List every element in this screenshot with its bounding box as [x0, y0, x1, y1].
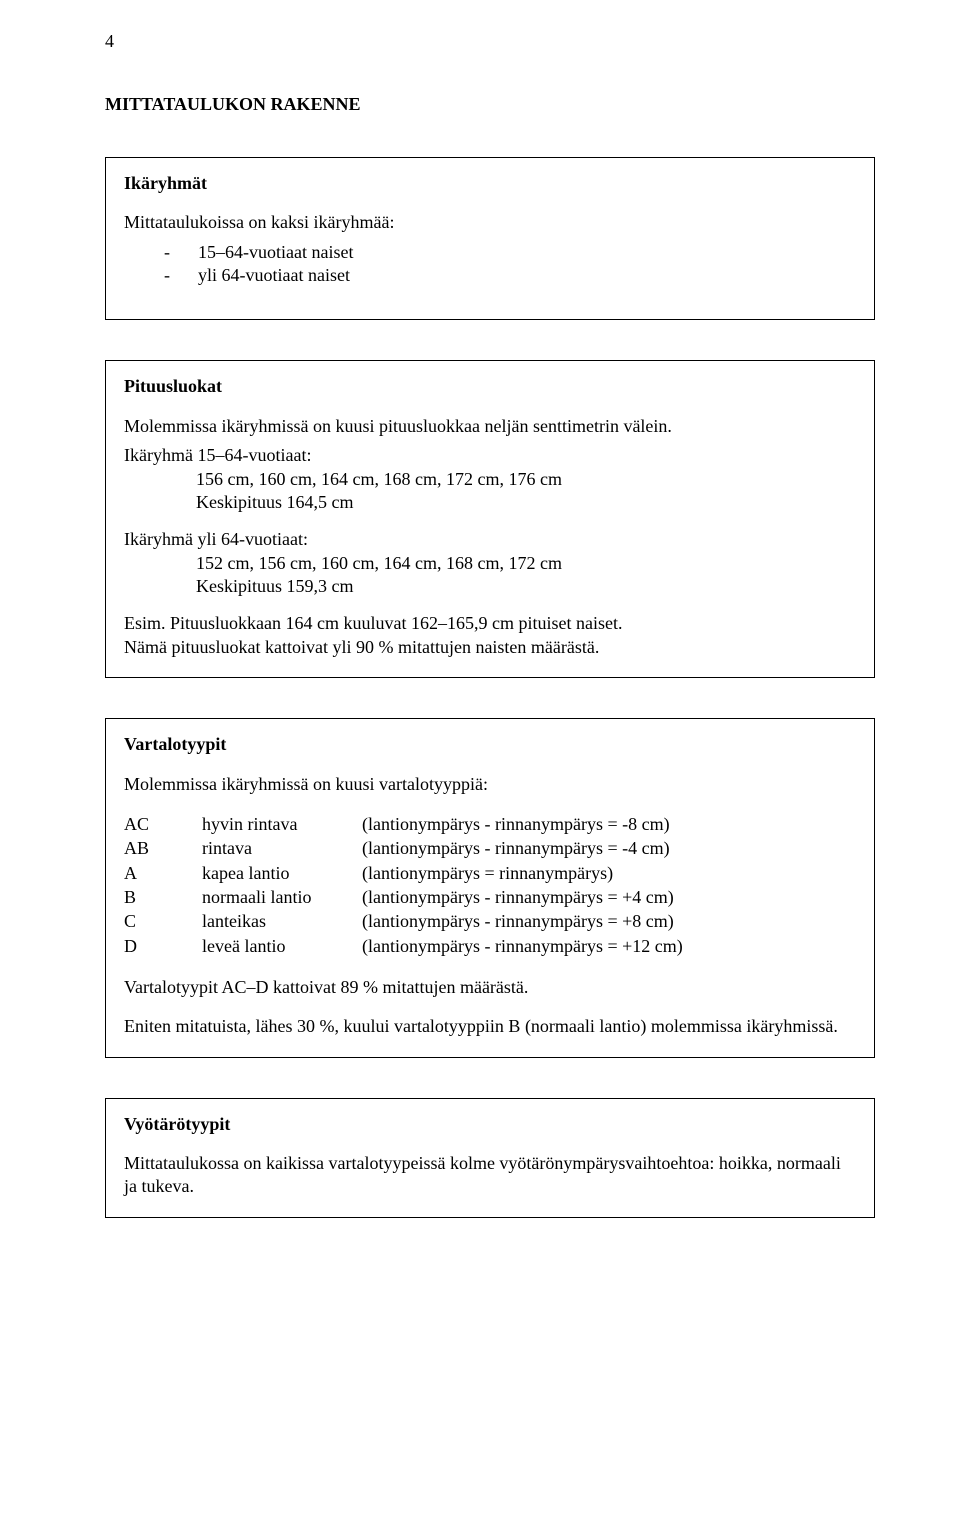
box1-item-text: yli 64-vuotiaat naiset [198, 264, 350, 287]
type-desc: (lantionympärys - rinnanympärys = -4 cm) [362, 836, 683, 860]
type-name: rintava [202, 836, 362, 860]
table-row: A kapea lantio (lantionympärys = rinnany… [124, 861, 683, 885]
type-code: A [124, 861, 202, 885]
dash-icon: - [164, 264, 174, 287]
box2-note1: Esim. Pituusluokkaan 164 cm kuuluvat 162… [124, 612, 856, 635]
type-desc: (lantionympärys - rinnanympärys = -8 cm) [362, 812, 683, 836]
box2-group1-values: 156 cm, 160 cm, 164 cm, 168 cm, 172 cm, … [196, 468, 856, 491]
type-desc: (lantionympärys - rinnanympärys = +12 cm… [362, 934, 683, 958]
box2-note2: Nämä pituusluokat kattoivat yli 90 % mit… [124, 636, 856, 659]
table-row: AC hyvin rintava (lantionympärys - rinna… [124, 812, 683, 836]
box4-heading: Vyötärötyypit [124, 1113, 856, 1136]
type-code: C [124, 909, 202, 933]
box2-group2-label: Ikäryhmä yli 64-vuotiaat: [124, 528, 856, 551]
box2-heading: Pituusluokat [124, 375, 856, 398]
table-row: C lanteikas (lantionympärys - rinnanympä… [124, 909, 683, 933]
box3-heading: Vartalotyypit [124, 733, 856, 756]
table-row: AB rintava (lantionympärys - rinnanympär… [124, 836, 683, 860]
box2-intro: Molemmissa ikäryhmissä on kuusi pituuslu… [124, 415, 856, 438]
type-code: B [124, 885, 202, 909]
table-row: B normaali lantio (lantionympärys - rinn… [124, 885, 683, 909]
type-desc: (lantionympärys = rinnanympärys) [362, 861, 683, 885]
box-waist-types: Vyötärötyypit Mittataulukossa on kaikiss… [105, 1098, 875, 1218]
box1-heading: Ikäryhmät [124, 172, 856, 195]
box1-list: - 15–64-vuotiaat naiset - yli 64-vuotiaa… [164, 241, 856, 288]
type-name: hyvin rintava [202, 812, 362, 836]
box-age-groups: Ikäryhmät Mittataulukoissa on kaksi ikär… [105, 157, 875, 321]
type-name: lanteikas [202, 909, 362, 933]
box3-summary2: Eniten mitatuista, lähes 30 %, kuului va… [124, 1015, 856, 1038]
box-height-classes: Pituusluokat Molemmissa ikäryhmissä on k… [105, 360, 875, 678]
box-body-types: Vartalotyypit Molemmissa ikäryhmissä on … [105, 718, 875, 1057]
type-code: AC [124, 812, 202, 836]
type-name: normaali lantio [202, 885, 362, 909]
box4-text: Mittataulukossa on kaikissa vartalotyype… [124, 1152, 856, 1199]
box3-type-table: AC hyvin rintava (lantionympärys - rinna… [124, 812, 683, 958]
page-number: 4 [105, 30, 875, 53]
table-row: D leveä lantio (lantionympärys - rinnany… [124, 934, 683, 958]
box2-group2-avg: Keskipituus 159,3 cm [196, 575, 856, 598]
box3-summary1: Vartalotyypit AC–D kattoivat 89 % mitatt… [124, 976, 856, 999]
type-desc: (lantionympärys - rinnanympärys = +4 cm) [362, 885, 683, 909]
box2-group1: Ikäryhmä 15–64-vuotiaat: 156 cm, 160 cm,… [124, 444, 856, 514]
type-name: kapea lantio [202, 861, 362, 885]
box2-group2-values: 152 cm, 156 cm, 160 cm, 164 cm, 168 cm, … [196, 552, 856, 575]
box2-group1-label: Ikäryhmä 15–64-vuotiaat: [124, 444, 856, 467]
type-code: D [124, 934, 202, 958]
type-desc: (lantionympärys - rinnanympärys = +8 cm) [362, 909, 683, 933]
box2-group2: Ikäryhmä yli 64-vuotiaat: 152 cm, 156 cm… [124, 528, 856, 598]
box1-item: - 15–64-vuotiaat naiset [164, 241, 856, 264]
dash-icon: - [164, 241, 174, 264]
box2-group1-avg: Keskipituus 164,5 cm [196, 491, 856, 514]
box3-intro: Molemmissa ikäryhmissä on kuusi vartalot… [124, 773, 856, 796]
box1-item: - yli 64-vuotiaat naiset [164, 264, 856, 287]
box1-item-text: 15–64-vuotiaat naiset [198, 241, 353, 264]
type-name: leveä lantio [202, 934, 362, 958]
main-title: MITTATAULUKON RAKENNE [105, 93, 875, 116]
type-code: AB [124, 836, 202, 860]
box1-intro: Mittataulukoissa on kaksi ikäryhmää: [124, 211, 856, 234]
